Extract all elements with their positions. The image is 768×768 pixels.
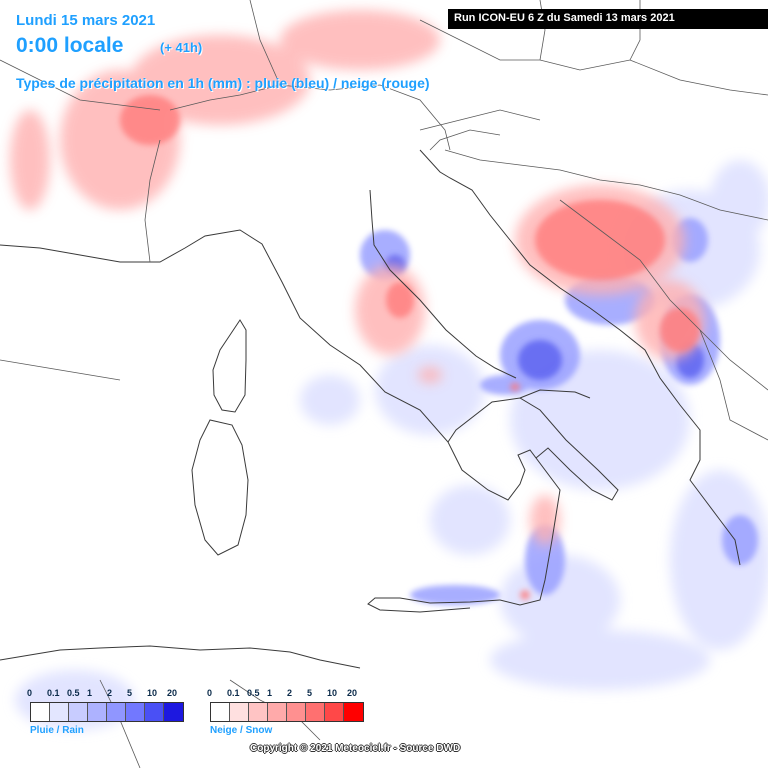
snow-legend-label: Neige / Snow (210, 725, 273, 736)
snow-legend-tick: 0.5 (247, 688, 260, 698)
rain-legend-swatch (164, 703, 183, 721)
rain-legend-tick: 5 (127, 688, 133, 698)
forecast-date: Lundi 15 mars 2021 (16, 12, 156, 29)
snow-legend-tick: 1 (267, 688, 273, 698)
forecast-lead-time: (+ 41h) (160, 40, 203, 55)
snow-legend-tick: 5 (307, 688, 313, 698)
snow-legend-swatches (210, 702, 364, 722)
rain-legend-tick: 0.1 (47, 688, 60, 698)
snow-legend-ticks: 0 0.1 0.5 1 2 5 10 20 (207, 688, 364, 702)
rain-legend-tick: 0 (27, 688, 33, 698)
rain-legend-tick: 20 (167, 688, 178, 698)
copyright-notice: Copyright © 2021 Meteociel.fr - Source D… (250, 743, 461, 754)
rain-legend-swatch (50, 703, 69, 721)
rain-legend-ticks: 0 0.1 0.5 1 2 5 10 20 (27, 688, 184, 702)
rain-legend-tick: 1 (87, 688, 93, 698)
run-info-text: Run ICON-EU 6 Z du Samedi 13 mars 2021 (454, 12, 675, 24)
snow-legend-tick: 10 (327, 688, 338, 698)
snow-legend-tick: 0 (207, 688, 213, 698)
rain-legend-swatch (31, 703, 50, 721)
rain-legend-swatches (30, 702, 184, 722)
rain-legend-swatch (126, 703, 145, 721)
snow-legend-swatch (306, 703, 325, 721)
rain-legend-swatch (88, 703, 107, 721)
snow-heavy-areas (120, 95, 700, 600)
snow-legend-tick: 2 (287, 688, 293, 698)
snow-legend-swatch (268, 703, 287, 721)
snow-legend-swatch (287, 703, 306, 721)
precipitation-type-title: Types de précipitation en 1h (mm) : plui… (16, 75, 430, 91)
rain-legend-swatch (145, 703, 164, 721)
snow-legend-swatch (344, 703, 363, 721)
snow-legend-swatch (230, 703, 249, 721)
snow-legend-swatch (211, 703, 230, 721)
snow-legend: 0 0.1 0.5 1 2 5 10 20 Neige / Snow (207, 688, 364, 736)
rain-legend-tick: 2 (107, 688, 113, 698)
coastlines (0, 149, 741, 669)
rain-legend-swatch (107, 703, 126, 721)
snow-legend-swatch (249, 703, 268, 721)
rain-legend-tick: 10 (147, 688, 158, 698)
snow-legend-tick: 0.1 (227, 688, 240, 698)
rain-legend-label: Pluie / Rain (30, 725, 84, 736)
rain-legend-tick: 0.5 (67, 688, 80, 698)
snow-legend-tick: 20 (347, 688, 358, 698)
forecast-local-time: 0:00 locale (16, 34, 124, 57)
rain-legend: 0 0.1 0.5 1 2 5 10 20 Pluie / Rain (27, 688, 184, 736)
snow-legend-swatch (325, 703, 344, 721)
run-info-banner: Run ICON-EU 6 Z du Samedi 13 mars 2021 (448, 9, 768, 29)
rain-legend-swatch (69, 703, 88, 721)
